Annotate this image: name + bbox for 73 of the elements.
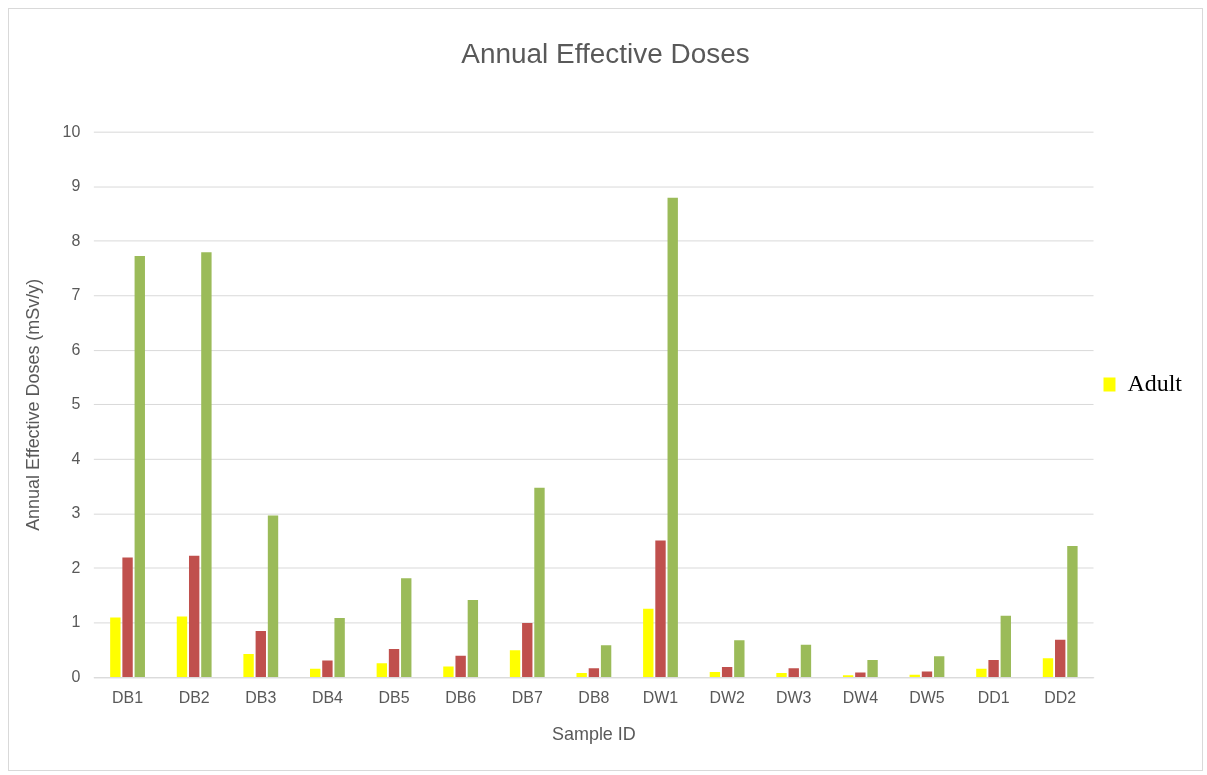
bar [921,671,933,677]
bar [455,655,466,677]
bar [600,645,612,677]
x-tick-label: DW1 [642,689,679,707]
x-tick-label: DB6 [445,689,477,707]
y-tick-label: 0 [71,667,81,685]
bar [643,608,654,677]
bar [655,540,666,677]
y-tick-label: 6 [71,340,81,358]
bar [721,667,733,677]
bar [176,616,188,677]
bar [855,672,866,677]
chart-title: Annual Effective Doses [461,38,750,70]
bar [322,660,333,677]
bar [776,673,787,677]
bar [376,663,388,677]
x-tick-label: DB5 [378,689,410,707]
y-tick-label: 4 [71,449,81,467]
bar [188,555,200,677]
bar [709,671,721,677]
x-tick-label: DB3 [245,689,277,707]
y-tick-label: 8 [71,231,81,249]
bar [267,515,279,677]
x-tick-label: DB2 [178,689,210,707]
bar [334,618,345,677]
y-tick-label: 10 [62,122,81,140]
bar [576,673,587,677]
bar [110,617,121,677]
x-axis-title: Sample ID [551,724,636,745]
bar [467,600,479,677]
legend-label: Adult [1127,369,1183,396]
bar [1042,658,1054,677]
y-axis-title: Annual Effective Doses (mSv/y) [22,278,43,531]
bar [667,197,678,677]
x-tick-label: DW2 [709,689,745,707]
bar [534,487,545,677]
y-tick-label: 9 [71,177,81,195]
x-tick-label: DB1 [112,689,144,707]
y-tick-label: 7 [71,286,81,304]
bar [134,256,145,677]
bar [443,666,454,677]
y-tick-label: 1 [71,613,81,631]
bar [243,654,254,677]
bar [401,578,412,677]
bar [255,631,266,677]
bar [122,557,133,677]
x-tick-label: DW5 [909,689,945,707]
bar [1055,639,1066,677]
x-tick-label: DD1 [977,689,1010,707]
x-tick-label: DB8 [578,689,610,707]
x-tick-label: DB7 [511,689,543,707]
bar [933,656,945,677]
x-tick-label: DD2 [1044,689,1077,707]
x-tick-label: DB4 [311,689,344,707]
bar [310,668,321,677]
y-tick-label: 3 [71,504,81,522]
bar [867,660,878,677]
bar [388,649,400,677]
x-tick-label: DW4 [842,689,879,707]
bar [1067,546,1078,677]
bar [588,668,600,677]
y-tick-label: 5 [71,395,81,413]
bar [988,660,999,677]
bar [1000,615,1011,677]
y-tick-label: 2 [71,558,81,576]
x-tick-label: DW3 [776,689,812,707]
bar [800,644,812,677]
bar [201,252,212,677]
bar [976,668,987,677]
bar [509,650,521,677]
bar [522,622,533,677]
bar [734,640,745,677]
bar [788,668,799,677]
